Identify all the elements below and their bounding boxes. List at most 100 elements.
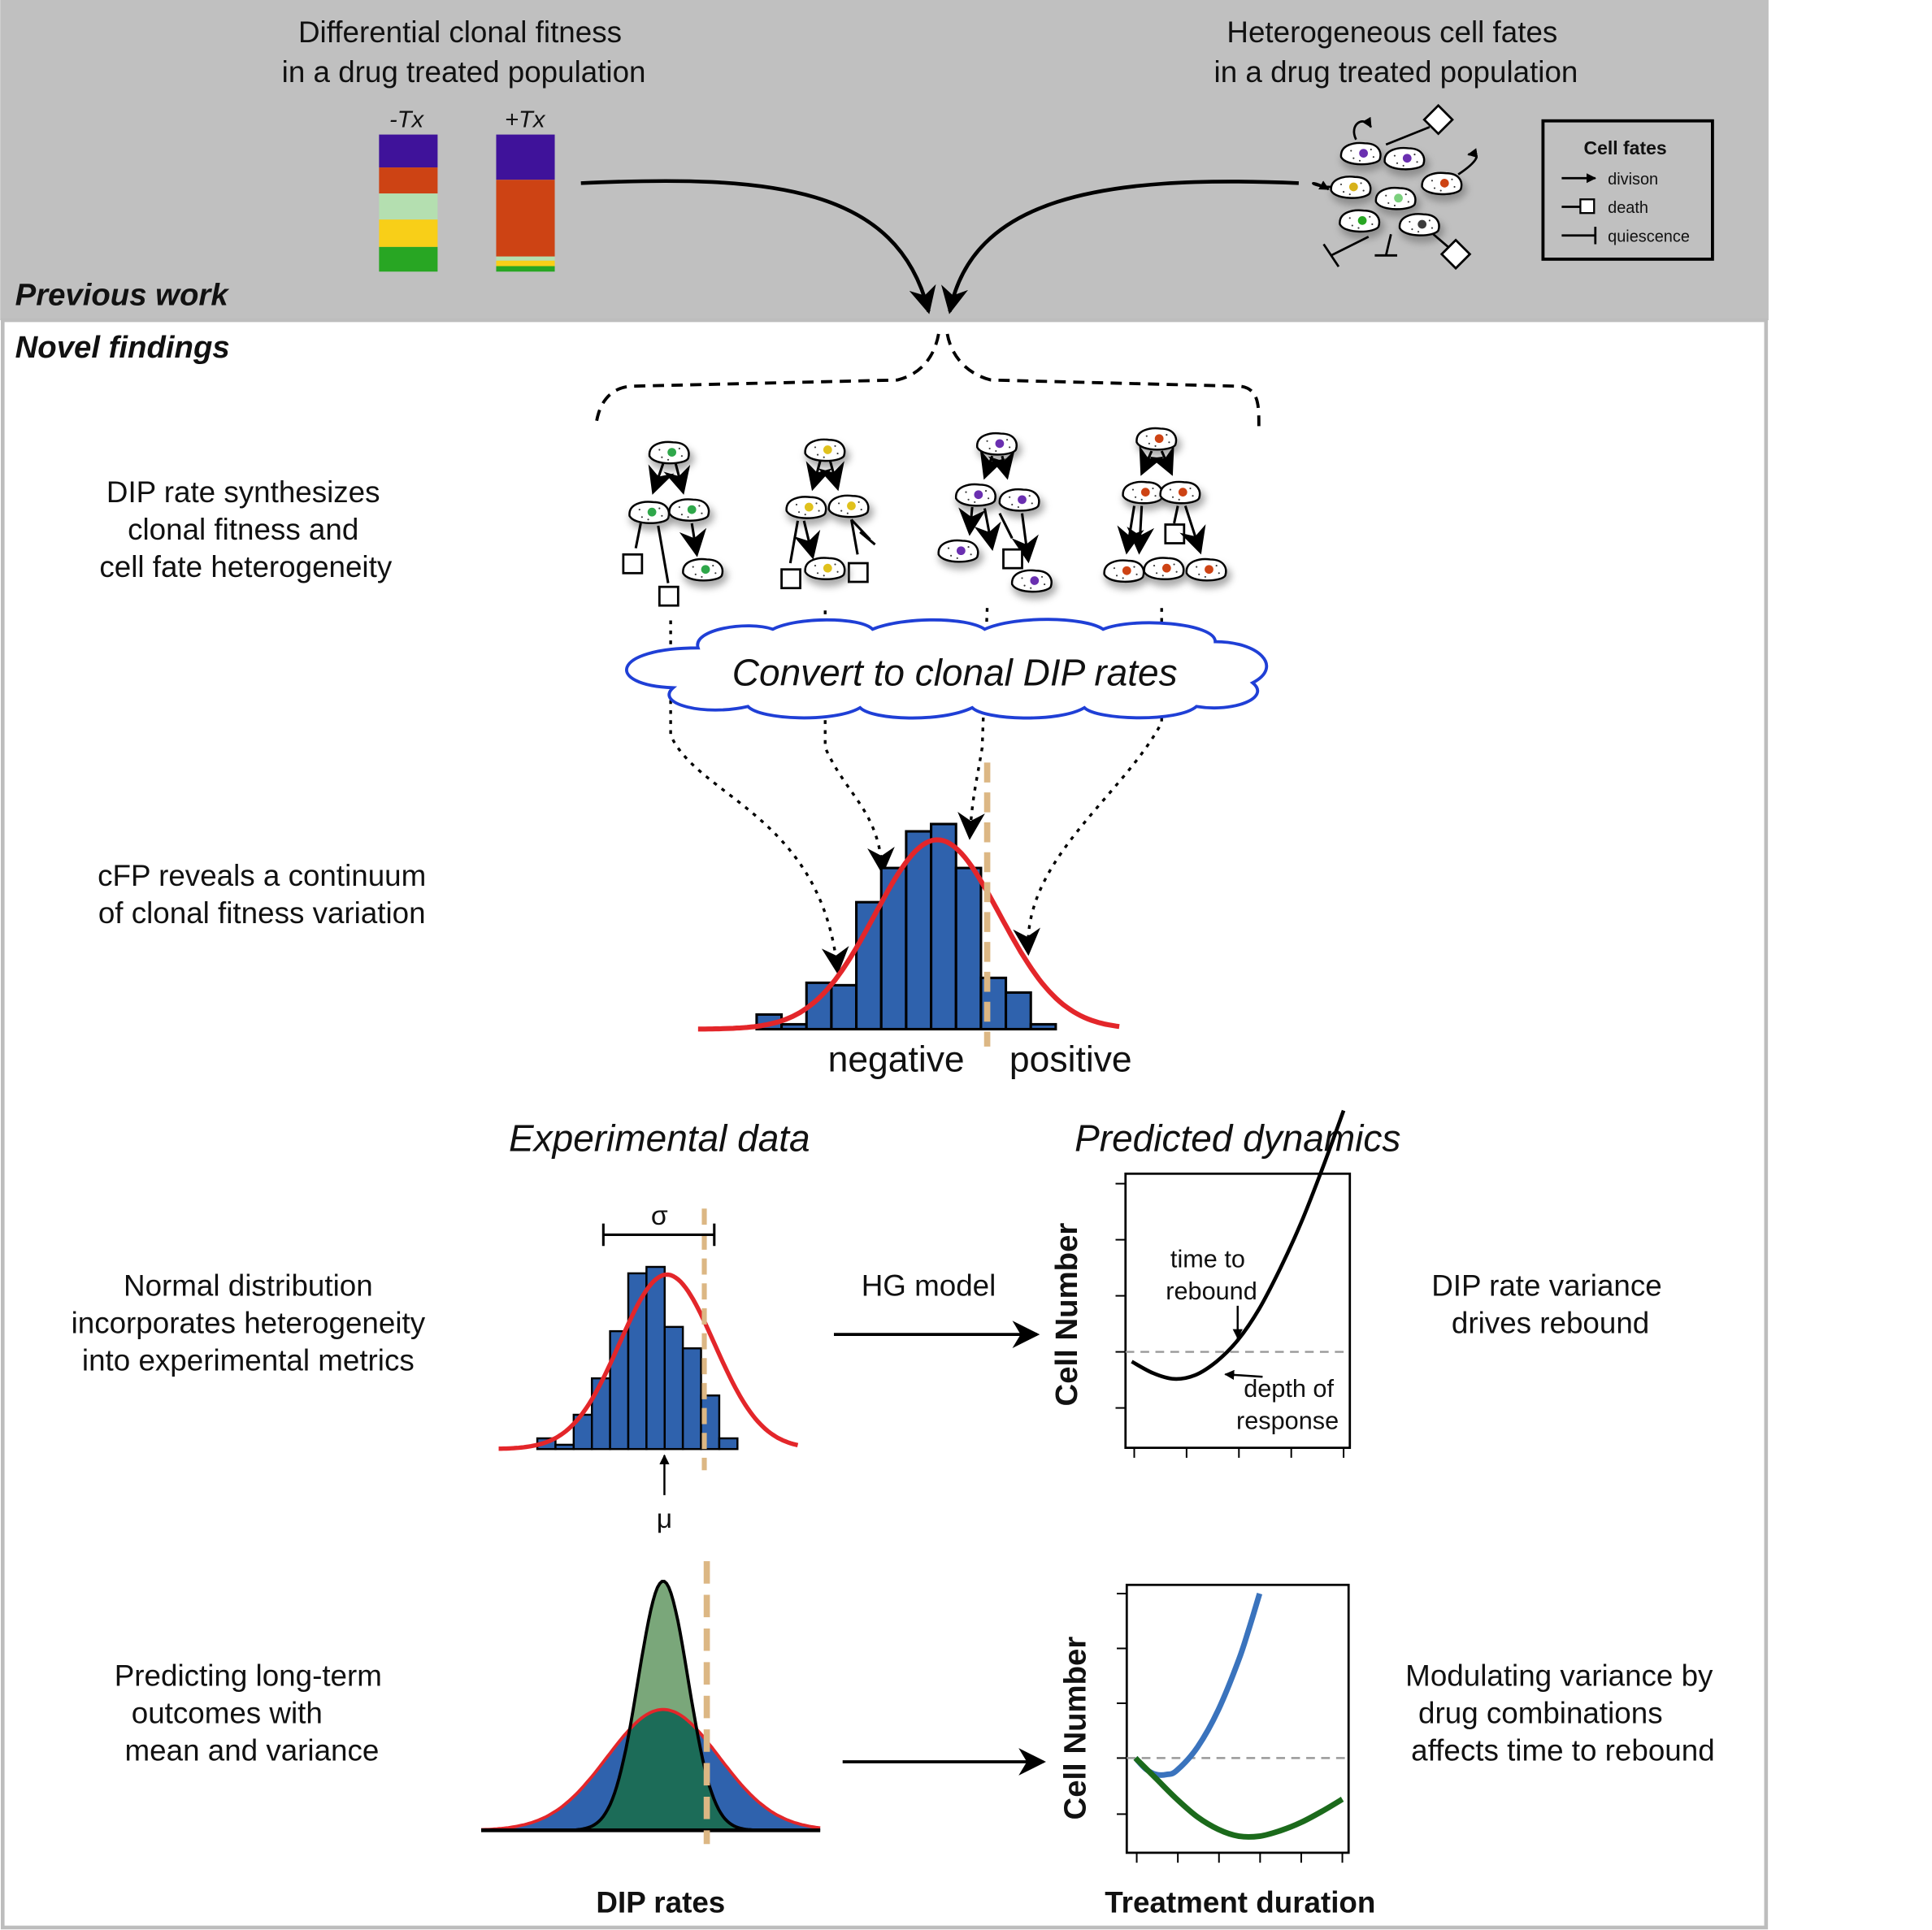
minus-tx-segment-1 — [379, 134, 438, 168]
tree3-c — [937, 539, 983, 570]
row4-right-line-3: affects time to rebound — [1411, 1733, 1714, 1767]
wide-distribution-curve — [480, 1707, 821, 1832]
tree1-b — [668, 498, 714, 529]
row3-right-line-1: DIP rate variance — [1431, 1269, 1662, 1303]
tree4-e — [1185, 557, 1232, 588]
plus-tx-segment-3 — [496, 256, 555, 261]
cfp-bar-11 — [1005, 991, 1032, 1030]
cfp-bar-7 — [905, 830, 933, 1030]
tree4-a — [1122, 480, 1168, 511]
tree1-c — [682, 557, 728, 588]
row3-text-line-1: Normal distribution — [124, 1269, 373, 1303]
cfp-bar-12 — [1029, 1022, 1057, 1030]
row4-text-line-3: mean and variance — [125, 1733, 380, 1767]
clonal-bar-minus-tx — [379, 134, 438, 272]
converge-arrow-right — [941, 180, 1299, 314]
row2-text-line-2: of clonal fitness variation — [98, 896, 426, 930]
tree3-b — [998, 488, 1045, 518]
exp-normal-curve — [498, 1272, 799, 1451]
cfp-bar-4 — [830, 983, 858, 1030]
cell-number-label-2: Cell Number — [1058, 1637, 1093, 1820]
annot-depth-line-1: depth of — [1244, 1375, 1334, 1403]
tree3-d — [1011, 569, 1057, 600]
bar-label-plus-tx: +Tx — [505, 106, 546, 132]
dotted-connectors — [669, 608, 1163, 975]
row4-text-line-1: Predicting long-term — [115, 1659, 382, 1692]
cfp-bar-9 — [954, 866, 983, 1030]
tree1-death-1 — [622, 553, 644, 575]
mu-label: μ — [657, 1503, 672, 1534]
row4-right-line-1: Modulating variance by — [1405, 1659, 1713, 1692]
cfp-bar-2 — [780, 1022, 808, 1030]
cfp-bar-8 — [930, 822, 957, 1030]
tree4-death-1 — [1164, 523, 1186, 544]
xlabel-treatment-duration: Treatment duration — [1105, 1886, 1375, 1919]
tree2-death-1 — [780, 568, 801, 590]
hg-model-label: HG model — [862, 1269, 996, 1303]
tree2-c — [804, 557, 850, 588]
plus-tx-segment-1 — [496, 134, 555, 180]
narrow-distribution-fill — [481, 1581, 821, 1831]
cluster-cell-7 — [1398, 213, 1445, 243]
overlap-fill — [481, 1709, 821, 1831]
annot-depth-line-2: response — [1236, 1407, 1339, 1435]
cluster-cell-2 — [1383, 146, 1430, 177]
minus-tx-segment-2 — [379, 167, 438, 194]
dashed-brace — [594, 333, 1261, 427]
exp-bar-7 — [645, 1265, 666, 1451]
minus-tx-segment-3 — [379, 193, 438, 220]
cell-fate-cluster — [1312, 103, 1478, 271]
legend-title: Cell fates — [1583, 137, 1666, 158]
minus-tx-segment-4 — [379, 219, 438, 247]
tree1-death-2 — [658, 585, 679, 607]
annot-rebound-line-2: rebound — [1166, 1277, 1257, 1305]
hist-label-positive: positive — [1009, 1040, 1132, 1080]
tree4-d — [1143, 557, 1189, 588]
plus-tx-segment-2 — [496, 180, 555, 257]
row3-text-line-3: into experimental metrics — [82, 1344, 415, 1377]
row4-right-line-2: drug combinations — [1418, 1696, 1663, 1729]
predicted-curve-green — [1133, 1755, 1344, 1840]
experimental-data-title: Experimental data — [509, 1117, 810, 1160]
predicted-dynamics-title: Predicted dynamics — [1075, 1117, 1400, 1160]
tree2-death-2 — [847, 562, 869, 583]
cfp-histogram — [697, 762, 1120, 1047]
right-title-line-1: Heterogeneous cell fates — [1226, 15, 1557, 49]
cluster-cell-5 — [1421, 171, 1467, 202]
row3-text-line-2: incorporates heterogeneity — [72, 1307, 426, 1340]
legend-item-death: death — [1608, 199, 1648, 217]
exp-bar-8 — [663, 1325, 684, 1451]
tree3-death-1 — [1002, 548, 1023, 570]
right-title-line-2: in a drug treated population — [1214, 55, 1578, 89]
left-title-line-1: Differential clonal fitness — [298, 15, 622, 49]
cell-number-label-1: Cell Number — [1049, 1223, 1084, 1407]
exp-bar-4 — [590, 1377, 611, 1451]
experimental-histogram — [498, 1208, 799, 1471]
sigma-label: σ — [651, 1200, 668, 1231]
cluster-cell-4 — [1374, 186, 1422, 217]
row4-text-line-2: outcomes with — [132, 1696, 323, 1729]
row1-text-line-3: cell fate heterogeneity — [99, 550, 392, 583]
minus-tx-segment-5 — [379, 246, 438, 272]
predicted-curve — [1131, 1109, 1346, 1381]
predicted-plot-2 — [1117, 1583, 1350, 1863]
row3-right-line-2: drives rebound — [1452, 1307, 1649, 1340]
tree2-a — [785, 496, 831, 527]
annot-rebound-line-1: time to — [1170, 1245, 1245, 1273]
variance-distributions — [480, 1561, 821, 1845]
convert-cloud — [625, 618, 1269, 720]
novel-findings-label: Novel findings — [15, 330, 230, 365]
legend-item-quiescence: quiescence — [1608, 228, 1690, 245]
cfp-normal-curve — [697, 837, 1120, 1032]
tree4-c — [1103, 559, 1149, 590]
novel-findings-panel — [1, 318, 1769, 1930]
cluster-cell-1 — [1339, 141, 1387, 172]
exp-bar-9 — [681, 1347, 702, 1451]
clonal-bar-plus-tx — [496, 134, 555, 272]
cluster-cell-6 — [1339, 209, 1385, 240]
cluster-cell-3 — [1330, 176, 1376, 206]
depth-arrow — [1224, 1369, 1263, 1381]
row1-text-line-1: DIP rate synthesizes — [106, 475, 380, 509]
legend-item-division: divison — [1608, 171, 1658, 189]
exp-bar-11 — [718, 1437, 739, 1451]
